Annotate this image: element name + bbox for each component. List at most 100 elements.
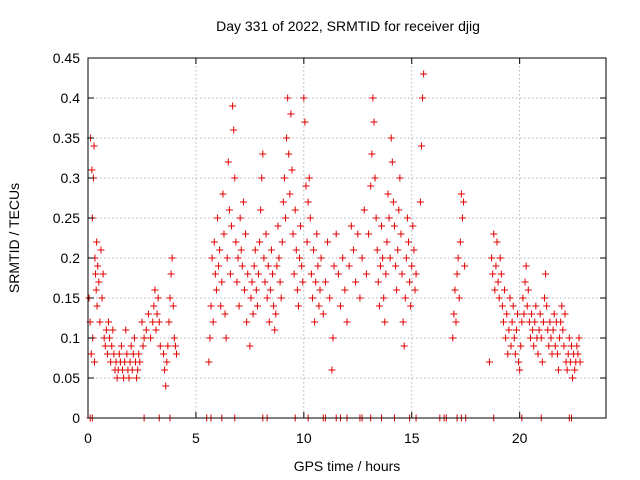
data-point — [142, 326, 150, 334]
data-point — [537, 334, 545, 342]
data-point — [297, 222, 305, 230]
data-point — [407, 302, 415, 310]
data-point — [561, 310, 569, 318]
data-point — [252, 286, 260, 294]
data-point — [138, 318, 146, 326]
data-point — [98, 294, 106, 302]
data-point — [125, 374, 133, 382]
data-point — [546, 318, 554, 326]
data-point — [97, 246, 105, 254]
data-point — [211, 270, 219, 278]
data-point — [135, 350, 143, 358]
data-point — [266, 286, 274, 294]
data-point — [290, 270, 298, 278]
data-point — [263, 294, 271, 302]
data-point — [305, 174, 313, 182]
data-point — [509, 302, 517, 310]
data-point — [117, 342, 125, 350]
data-point — [420, 70, 428, 78]
data-point — [352, 278, 360, 286]
data-point — [526, 334, 534, 342]
x-tick-label: 20 — [512, 430, 528, 446]
data-point — [539, 318, 547, 326]
data-point — [485, 358, 493, 366]
data-point — [454, 254, 462, 262]
data-point — [392, 262, 400, 270]
data-point — [225, 206, 233, 214]
data-point — [374, 278, 382, 286]
data-point — [269, 270, 277, 278]
data-point — [569, 374, 577, 382]
data-point — [280, 174, 288, 182]
y-tick-label: 0 — [72, 410, 80, 426]
data-point — [370, 118, 378, 126]
data-point — [251, 246, 259, 254]
data-point — [123, 350, 131, 358]
data-point — [212, 286, 220, 294]
data-point — [311, 318, 319, 326]
data-point — [396, 174, 404, 182]
data-point — [248, 278, 256, 286]
data-point — [261, 278, 269, 286]
data-point — [220, 230, 228, 238]
data-point — [332, 230, 340, 238]
data-point — [237, 246, 245, 254]
data-point — [88, 166, 96, 174]
data-point — [334, 270, 342, 278]
data-point — [106, 334, 114, 342]
axis-ticks — [87, 57, 606, 419]
data-point — [339, 254, 347, 262]
data-point — [458, 214, 466, 222]
y-tick-label: 0.05 — [53, 370, 80, 386]
data-point — [379, 254, 387, 262]
data-point — [565, 334, 573, 342]
data-point — [127, 342, 135, 350]
data-point — [103, 350, 111, 358]
x-tick-label: 0 — [84, 430, 92, 446]
data-point — [406, 278, 414, 286]
data-point — [224, 158, 232, 166]
data-point — [262, 230, 270, 238]
data-point — [502, 334, 510, 342]
data-point — [87, 350, 95, 358]
data-point — [207, 302, 215, 310]
data-point — [101, 342, 109, 350]
data-point — [171, 342, 179, 350]
data-point — [238, 262, 246, 270]
data-point — [394, 246, 402, 254]
x-tick-label: 15 — [404, 430, 420, 446]
plot-frame — [87, 57, 607, 419]
data-point — [329, 334, 337, 342]
data-point — [395, 206, 403, 214]
data-point — [302, 182, 310, 190]
data-point — [153, 310, 161, 318]
data-point — [453, 270, 461, 278]
data-point — [410, 246, 418, 254]
data-point — [161, 366, 169, 374]
data-point — [345, 262, 353, 270]
data-point — [501, 286, 509, 294]
data-point — [543, 302, 551, 310]
data-point — [517, 342, 525, 350]
data-point — [271, 326, 279, 334]
data-point — [294, 302, 302, 310]
data-point — [92, 270, 100, 278]
data-point — [388, 158, 396, 166]
data-point — [557, 318, 565, 326]
data-point — [99, 270, 107, 278]
data-point — [518, 318, 526, 326]
data-point — [326, 294, 334, 302]
data-point — [368, 150, 376, 158]
data-point — [300, 94, 308, 102]
data-point — [549, 326, 557, 334]
data-point — [284, 94, 292, 102]
data-point — [147, 334, 155, 342]
data-point — [93, 302, 101, 310]
grid — [88, 58, 606, 418]
data-point — [389, 198, 397, 206]
data-point — [219, 190, 227, 198]
data-point — [403, 214, 411, 222]
data-point — [417, 142, 425, 150]
data-point — [228, 222, 236, 230]
data-point — [452, 318, 460, 326]
